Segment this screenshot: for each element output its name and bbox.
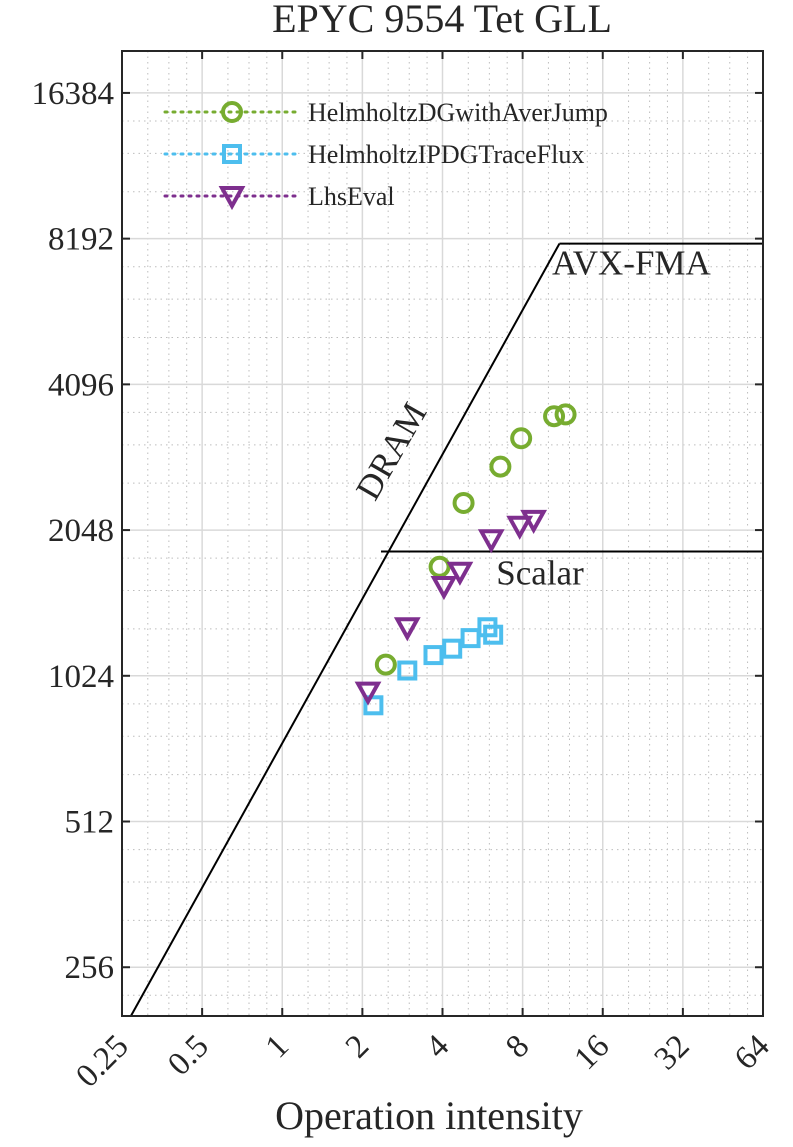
annotation-dram: DRAM xyxy=(348,396,434,506)
roofline-dram xyxy=(130,243,561,1017)
x-tick-label: 64 xyxy=(728,1028,777,1077)
y-tick-labels: 256 512 1024 2048 4096 8192 16384 xyxy=(32,76,115,986)
legend-entry: LhsEval xyxy=(308,182,395,211)
y-tick-label: 8192 xyxy=(48,222,114,258)
data-point-square xyxy=(460,628,481,649)
y-tick-label: 1024 xyxy=(48,659,114,695)
annotation-scalar: Scalar xyxy=(496,554,584,593)
y-tick-label: 4096 xyxy=(48,367,114,403)
data-point-circle xyxy=(510,427,533,450)
legend-entry: HelmholtzIPDGTraceFlux xyxy=(308,140,584,169)
x-tick-label: 4 xyxy=(419,1028,456,1065)
x-tick-label: 8 xyxy=(499,1028,536,1065)
data-point-circle xyxy=(374,653,397,676)
x-tick-label: 2 xyxy=(339,1028,376,1065)
data-point-square xyxy=(442,638,463,659)
data-point-triangle-down xyxy=(446,561,474,586)
data-point-square xyxy=(397,660,418,681)
data-point-circle xyxy=(543,405,566,428)
legend-entry: HelmholtzDGwithAverJump xyxy=(308,98,608,127)
data-point-square xyxy=(363,695,384,716)
data-point-circle xyxy=(489,455,512,478)
data-point-triangle-down xyxy=(430,575,458,601)
x-tick-label: 0.5 xyxy=(161,1028,216,1083)
legend-marker-square xyxy=(222,144,242,164)
chart-title: EPYC 9554 Tet GLL xyxy=(272,0,612,41)
annotation-avx-fma: AVX-FMA xyxy=(552,244,712,283)
x-tick-label: 1 xyxy=(259,1028,296,1065)
y-tick-label: 16384 xyxy=(32,76,115,112)
roofline-lines xyxy=(130,242,763,1017)
data-point-triangle-down xyxy=(477,529,505,554)
x-tick-label: 16 xyxy=(568,1028,617,1077)
x-tick-label: 32 xyxy=(648,1028,697,1077)
data-point-square xyxy=(423,645,444,666)
x-tick-label: 0.25 xyxy=(69,1028,135,1094)
data-point-circle xyxy=(428,555,451,578)
legend: HelmholtzDGwithAverJump HelmholtzIPDGTrac… xyxy=(163,98,608,211)
data-point-triangle-down xyxy=(520,509,548,534)
data-point-triangle-down xyxy=(506,515,534,540)
data-point-circle xyxy=(452,491,475,514)
legend-marker-circle xyxy=(221,101,243,123)
y-tick-label: 2048 xyxy=(48,513,114,549)
data-points xyxy=(354,403,577,716)
x-axis-label: Operation intensity xyxy=(275,1093,583,1138)
data-point-triangle-down xyxy=(354,681,382,706)
y-tick-label: 512 xyxy=(65,805,115,841)
legend-marker-triangle-down xyxy=(218,186,246,211)
data-point-triangle-down xyxy=(393,617,421,642)
data-point-square xyxy=(483,624,504,645)
axis-ticks xyxy=(121,51,764,1016)
major-grid xyxy=(122,51,763,1016)
y-tick-label: 256 xyxy=(65,950,115,986)
data-point-circle xyxy=(554,403,577,426)
x-tick-labels: 0.25 0.5 1 2 4 8 16 32 64 xyxy=(69,1028,776,1094)
